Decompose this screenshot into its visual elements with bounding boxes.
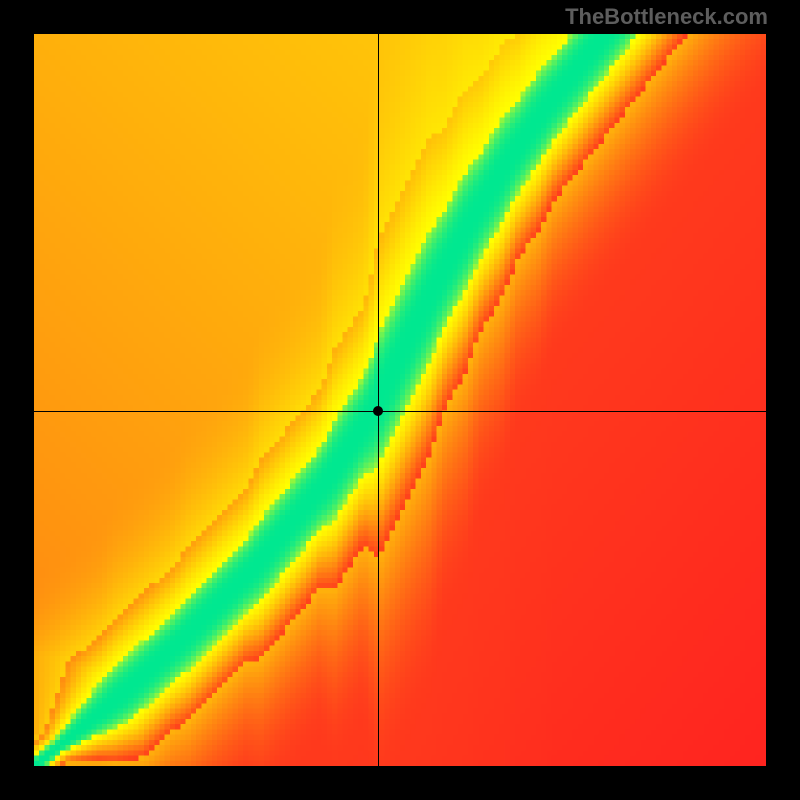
bottleneck-heatmap (34, 34, 766, 766)
crosshair-horizontal (34, 411, 766, 412)
watermark-text: TheBottleneck.com (565, 4, 768, 30)
crosshair-marker (373, 406, 383, 416)
crosshair-vertical (378, 34, 379, 766)
chart-container: TheBottleneck.com (0, 0, 800, 800)
